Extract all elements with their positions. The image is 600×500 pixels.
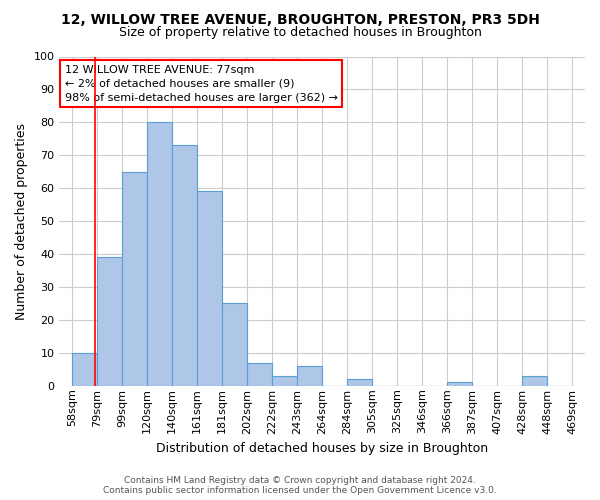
Text: 12, WILLOW TREE AVENUE, BROUGHTON, PRESTON, PR3 5DH: 12, WILLOW TREE AVENUE, BROUGHTON, PREST…: [61, 12, 539, 26]
Bar: [297, 366, 322, 386]
Bar: [222, 304, 247, 386]
Y-axis label: Number of detached properties: Number of detached properties: [15, 122, 28, 320]
Bar: [97, 258, 122, 386]
Bar: [197, 192, 222, 386]
Text: Contains HM Land Registry data © Crown copyright and database right 2024.
Contai: Contains HM Land Registry data © Crown c…: [103, 476, 497, 495]
Bar: [72, 353, 97, 386]
Bar: [523, 376, 547, 386]
Text: 12 WILLOW TREE AVENUE: 77sqm
← 2% of detached houses are smaller (9)
98% of semi: 12 WILLOW TREE AVENUE: 77sqm ← 2% of det…: [65, 64, 338, 102]
Bar: [448, 382, 472, 386]
Bar: [147, 122, 172, 386]
Text: Size of property relative to detached houses in Broughton: Size of property relative to detached ho…: [119, 26, 481, 39]
Bar: [172, 146, 197, 386]
Bar: [247, 362, 272, 386]
X-axis label: Distribution of detached houses by size in Broughton: Distribution of detached houses by size …: [156, 442, 488, 455]
Bar: [122, 172, 147, 386]
Bar: [272, 376, 297, 386]
Bar: [347, 379, 372, 386]
